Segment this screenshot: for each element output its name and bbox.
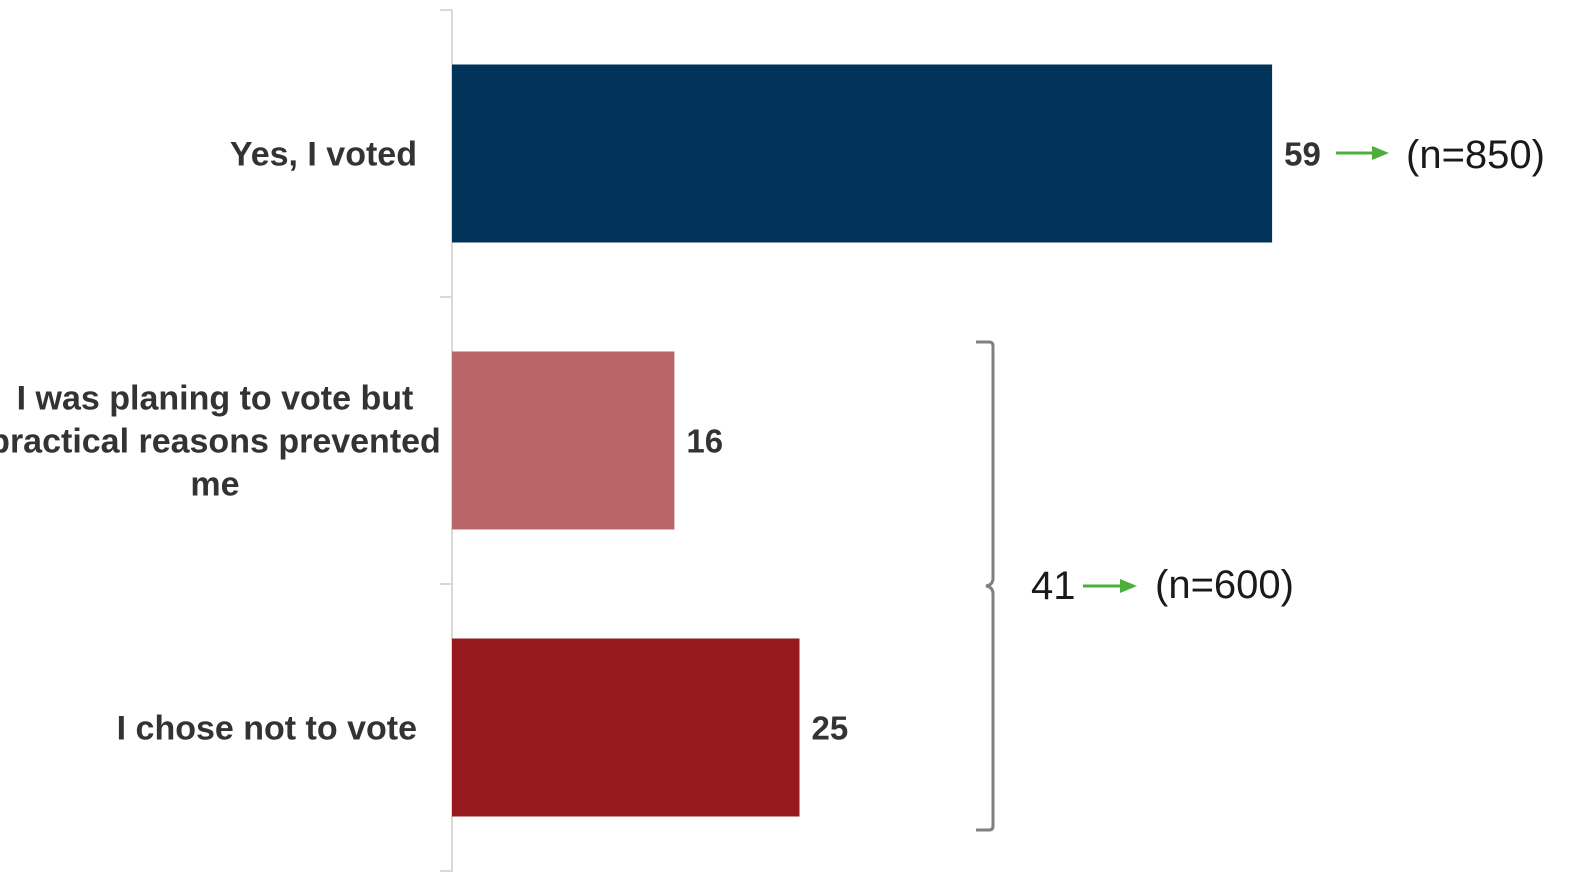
group-total: 41 [1031, 564, 1076, 608]
category-label-line: practical reasons prevented [0, 423, 441, 461]
category-label-chose-not: I chose not to vote [117, 710, 417, 748]
arrow-icon [1372, 146, 1389, 160]
bar-yes-voted [452, 64, 1273, 243]
category-label-line: Yes, I voted [230, 136, 417, 174]
bracket-icon [976, 340, 995, 832]
group-annotation: 41 (n=600) [1031, 563, 1294, 608]
yes-annotation: (n=850) [1336, 133, 1545, 177]
category-label-line: I was planing to vote but [17, 380, 414, 418]
bar-chose-not-to-vote [452, 638, 800, 817]
arrow-icon [1120, 579, 1137, 593]
bars-group [452, 64, 1273, 817]
category-labels: Yes, I voted I was planing to vote but pr… [0, 136, 441, 748]
category-label-line: I chose not to vote [117, 710, 417, 748]
category-label-practical-reasons: I was planing to vote but practical reaso… [0, 380, 441, 504]
value-labels: 59 16 25 [686, 136, 1320, 747]
category-label-line: me [190, 466, 239, 504]
category-axis [440, 9, 453, 872]
value-label-chose-not: 25 [812, 710, 849, 747]
value-label-yes-voted: 59 [1284, 136, 1321, 173]
value-label-practical-reasons: 16 [686, 423, 723, 460]
bar-practical-reasons [452, 351, 675, 530]
yes-sample-size: (n=850) [1406, 133, 1545, 177]
group-bracket [976, 340, 995, 832]
group-sample-size: (n=600) [1155, 563, 1294, 607]
category-label-yes-voted: Yes, I voted [230, 136, 417, 174]
